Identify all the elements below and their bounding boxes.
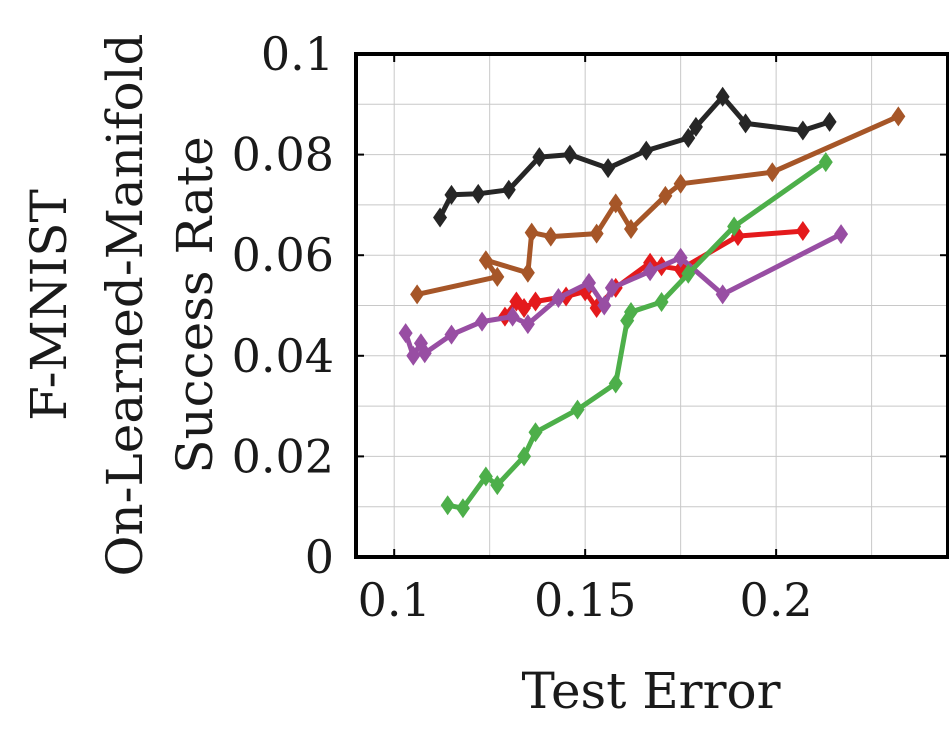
series-3 bbox=[398, 224, 849, 366]
data-point bbox=[490, 475, 505, 496]
data-point bbox=[818, 152, 833, 173]
data-point bbox=[795, 221, 810, 242]
data-point bbox=[623, 219, 638, 240]
data-point bbox=[478, 250, 493, 271]
data-point bbox=[528, 291, 543, 312]
y-tick-label: 0.04 bbox=[232, 329, 334, 383]
data-point bbox=[417, 343, 432, 364]
data-point bbox=[727, 216, 742, 237]
data-point bbox=[891, 106, 906, 127]
data-point bbox=[520, 314, 535, 335]
data-point bbox=[520, 262, 535, 283]
data-point bbox=[639, 140, 654, 161]
data-point bbox=[471, 183, 486, 204]
data-point bbox=[517, 298, 532, 319]
data-point bbox=[673, 173, 688, 194]
data-point bbox=[601, 158, 616, 179]
data-point bbox=[658, 185, 673, 206]
data-point bbox=[440, 495, 455, 516]
series-0 bbox=[433, 86, 837, 228]
x-tick-label: 0.1 bbox=[358, 573, 431, 627]
data-point bbox=[524, 222, 539, 243]
data-point bbox=[822, 111, 837, 132]
y-tick-label: 0.1 bbox=[261, 27, 334, 81]
x-axis-title: Test Error bbox=[521, 662, 780, 720]
data-point bbox=[715, 284, 730, 305]
grid bbox=[356, 54, 948, 557]
data-point bbox=[562, 144, 577, 165]
data-point bbox=[834, 224, 849, 245]
tick-labels: 0.1 0.15 0.2 0 0.02 0.04 0.06 0.08 0.1 bbox=[232, 27, 813, 627]
data-point bbox=[410, 284, 425, 305]
row-title-line-1: F-MNIST bbox=[20, 189, 78, 421]
series-layer bbox=[398, 86, 906, 519]
series-1 bbox=[410, 106, 906, 305]
data-point bbox=[543, 226, 558, 247]
data-point bbox=[589, 223, 604, 244]
data-point bbox=[455, 498, 470, 519]
data-point bbox=[475, 311, 490, 332]
y-tick-label: 0 bbox=[305, 530, 334, 584]
data-point bbox=[623, 302, 638, 323]
data-point bbox=[478, 466, 493, 487]
data-point bbox=[501, 179, 516, 200]
data-point bbox=[532, 147, 547, 168]
data-point bbox=[581, 272, 596, 293]
data-point bbox=[490, 266, 505, 287]
data-point bbox=[505, 306, 520, 327]
data-point bbox=[795, 120, 810, 141]
data-point bbox=[570, 399, 585, 420]
y-tick-label: 0.06 bbox=[232, 228, 334, 282]
data-point bbox=[551, 287, 566, 308]
data-point bbox=[528, 422, 543, 443]
data-point bbox=[444, 324, 459, 345]
data-point bbox=[608, 373, 623, 394]
data-point bbox=[597, 295, 612, 316]
y-tick-label: 0.02 bbox=[232, 429, 334, 483]
data-point bbox=[681, 128, 696, 149]
data-point bbox=[433, 207, 448, 228]
data-point bbox=[715, 86, 730, 107]
data-point bbox=[608, 193, 623, 214]
data-point bbox=[517, 446, 532, 467]
data-point bbox=[604, 277, 619, 298]
data-point bbox=[738, 113, 753, 134]
y-tick-label: 0.08 bbox=[232, 128, 334, 182]
plot-frame bbox=[354, 52, 949, 559]
data-point bbox=[654, 291, 669, 312]
series-4 bbox=[440, 152, 833, 519]
data-point bbox=[681, 263, 696, 284]
x-tick-label: 0.2 bbox=[740, 573, 813, 627]
data-point bbox=[444, 184, 459, 205]
data-point bbox=[398, 323, 413, 344]
x-tick-label: 0.15 bbox=[534, 573, 636, 627]
data-point bbox=[643, 261, 658, 282]
row-title-line-2: On-Learned-Manifold bbox=[96, 33, 154, 576]
data-point bbox=[765, 162, 780, 183]
data-point bbox=[406, 345, 421, 366]
data-point bbox=[673, 247, 688, 268]
data-point bbox=[688, 116, 703, 137]
y-axis-title: Success Rate bbox=[166, 136, 224, 474]
